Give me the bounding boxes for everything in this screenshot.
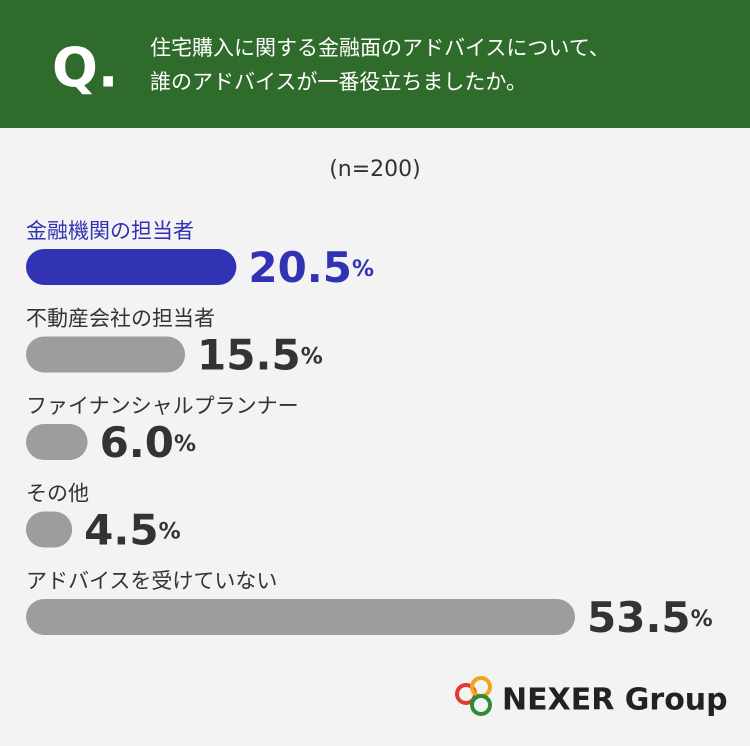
value-label: 6.0% <box>100 418 196 467</box>
bar <box>26 599 575 635</box>
title-line: 誰のアドバイスが一番役立ちましたか。 <box>150 70 527 94</box>
category-label: アドバイスを受けていない <box>26 569 277 593</box>
value-label: 15.5% <box>197 330 323 379</box>
bar <box>26 511 73 548</box>
bar <box>26 336 186 373</box>
subtitle: (n=200) <box>329 157 421 182</box>
bar <box>26 249 237 285</box>
value-label: 53.5% <box>587 593 713 642</box>
question-mark: Q. <box>52 37 118 100</box>
value-label: 4.5% <box>84 505 180 554</box>
title-line: 住宅購入に関する金融面のアドバイスについて、 <box>150 36 610 60</box>
header-band <box>0 0 750 128</box>
category-label: 不動産会社の担当者 <box>26 307 215 331</box>
category-label: ファイナンシャルプランナー <box>26 394 299 418</box>
category-label: 金融機関の担当者 <box>26 219 194 243</box>
value-label: 20.5% <box>248 243 374 292</box>
logo: NEXER Group <box>455 676 728 718</box>
bar <box>26 424 88 460</box>
logo-ring <box>470 694 492 716</box>
logo-text: NEXER Group <box>502 683 728 718</box>
logo-ring <box>470 676 492 698</box>
category-label: その他 <box>26 482 89 506</box>
